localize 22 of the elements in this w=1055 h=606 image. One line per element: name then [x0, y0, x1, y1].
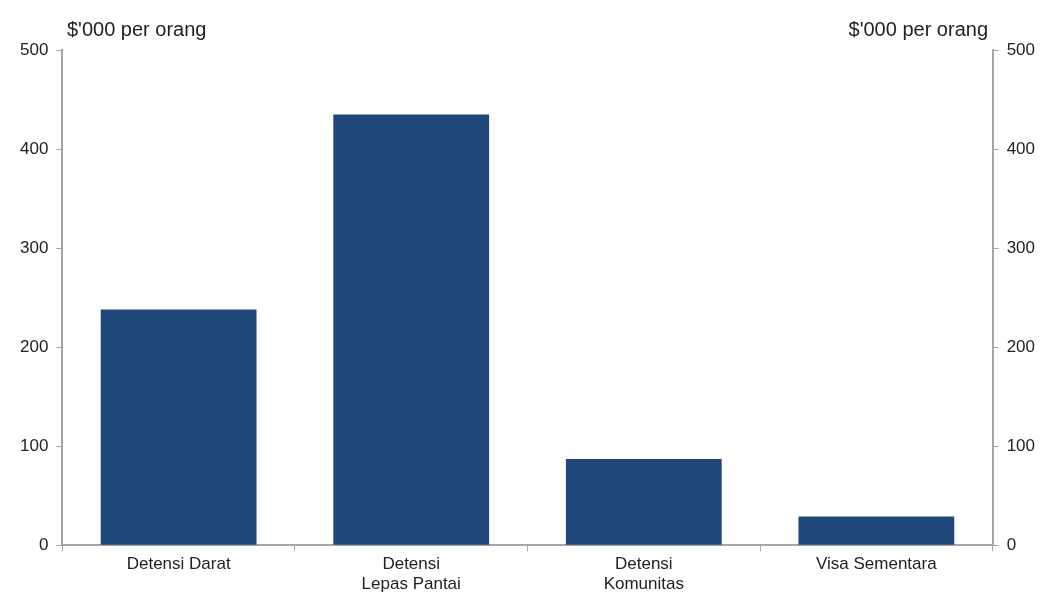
x-tick-label: Detensi Lepas Pantai	[361, 554, 461, 594]
bar	[798, 516, 955, 545]
y-tick-label: 400	[19, 138, 49, 158]
y2-tick-label: 500	[1006, 39, 1036, 59]
y-tick-label: 0	[38, 534, 49, 554]
y-tick-label: 200	[19, 336, 49, 356]
x-tick-label: Visa Sementara	[816, 554, 938, 574]
y2-tick-label: 100	[1006, 435, 1036, 455]
bar	[565, 459, 722, 545]
bar	[100, 309, 257, 545]
y2-tick-label: 300	[1006, 237, 1036, 257]
y2-tick-label: 400	[1006, 138, 1036, 158]
bar	[333, 114, 490, 545]
y2-tick-label: 0	[1006, 534, 1017, 554]
y-tick-label: 300	[19, 237, 49, 257]
x-tick-label: Detensi Komunitas	[603, 554, 684, 594]
y2-tick-label: 200	[1006, 336, 1036, 356]
x-tick-label: Detensi Darat	[126, 554, 231, 574]
y-tick-label: 100	[19, 435, 49, 455]
y-axis-title: $'000 per orang	[67, 17, 207, 40]
y2-axis-title: $'000 per orang	[848, 17, 988, 40]
y-tick-label: 500	[19, 39, 49, 59]
